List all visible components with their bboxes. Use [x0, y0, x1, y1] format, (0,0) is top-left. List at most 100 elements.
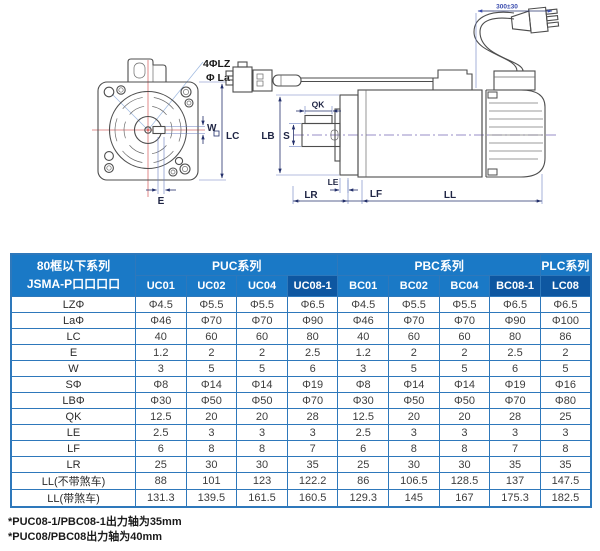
spec-value: 6 [489, 360, 541, 377]
spec-value: 2 [185, 344, 238, 361]
spec-value: Φ14 [388, 376, 440, 393]
model-column-header: UC02 [185, 275, 238, 297]
spec-value: 12.5 [135, 408, 187, 425]
spec-table-body: LZΦ Φ4.5 Φ5.5 Φ5.5 Φ6.5 Φ4.5 Φ5.5 Φ5.5 Φ6.5 Φ6.5 L… [10, 296, 592, 508]
spec-value: Φ5.5 [185, 296, 238, 313]
spec-row: SΦ Φ8 Φ14 Φ14 Φ19 Φ8 Φ14 Φ14 Φ19 Φ16 [10, 376, 592, 393]
spec-value: 3 [489, 424, 541, 441]
dimension-label: LC [10, 328, 136, 345]
spec-value: 8 [438, 440, 491, 457]
dimension-label: LaΦ [10, 312, 136, 329]
spec-value: 8 [185, 440, 238, 457]
side-dim-label-cable-length: 300±30 [496, 4, 518, 11]
front-label-bolt-holes: 4ΦLZ [203, 58, 231, 70]
spec-value: 3 [337, 360, 390, 377]
table-corner-header: 80框以下系列 JSMA-P口口口口 [10, 253, 136, 297]
front-dim-label-w: W [207, 123, 217, 134]
spec-row: LZΦ Φ4.5 Φ5.5 Φ5.5 Φ6.5 Φ4.5 Φ5.5 Φ5.5 Φ6.5 Φ6.5 [10, 296, 592, 313]
spec-value: 40 [337, 328, 390, 345]
series-group-header: PBC系列 [337, 253, 541, 276]
spec-value: 30 [185, 456, 238, 473]
spec-value: 2.5 [286, 344, 339, 361]
spec-row: LaΦ Φ46 Φ70 Φ70 Φ90 Φ46 Φ70 Φ70 Φ90 Φ100 [10, 312, 592, 329]
spec-value: Φ16 [539, 376, 592, 393]
dimension-label: LR [10, 456, 136, 473]
spec-value: Φ6.5 [539, 296, 592, 313]
spec-value: Φ50 [438, 392, 491, 409]
spec-value: 139.5 [185, 489, 238, 508]
side-dim-label-s: S [283, 131, 290, 142]
model-column-header: UC04 [236, 275, 288, 297]
spec-value: 5 [539, 360, 592, 377]
spec-value: 60 [388, 328, 440, 345]
spec-value: Φ50 [236, 392, 288, 409]
spec-value: Φ14 [438, 376, 491, 393]
spec-value: Φ8 [135, 376, 187, 393]
side-dim-label-qk: QK [312, 100, 326, 110]
spec-value: 25 [337, 456, 390, 473]
spec-value: 3 [236, 424, 288, 441]
front-dim-label-lc: LC [226, 131, 239, 142]
spec-value: 160.5 [286, 489, 339, 508]
spec-row: QK 12.5 20 20 28 12.5 20 20 28 25 [10, 408, 592, 425]
spec-value: 147.5 [539, 472, 592, 490]
spec-value: 167 [438, 489, 491, 508]
series-group-header: PUC系列 [134, 253, 339, 276]
spec-value: 3 [438, 424, 491, 441]
spec-value: Φ8 [337, 376, 390, 393]
encoder-connector-drawing [225, 61, 433, 93]
spec-value: Φ100 [539, 312, 592, 329]
spec-value: Φ19 [489, 376, 541, 393]
spec-row: LE 2.5 3 3 3 2.5 3 3 3 3 [10, 424, 592, 441]
side-dim-label-le: LE [328, 177, 339, 187]
spec-value: 122.2 [286, 472, 339, 490]
spec-value: 123 [236, 472, 288, 490]
spec-value: 20 [388, 408, 440, 425]
spec-value: 12.5 [337, 408, 390, 425]
spec-value: 182.5 [539, 489, 592, 508]
spec-value: Φ46 [135, 312, 187, 329]
spec-value: Φ5.5 [438, 296, 491, 313]
spec-row: LL(带煞车) 131.3 139.5 161.5 160.5 129.3 145 167 17… [10, 489, 592, 508]
spec-value: 5 [388, 360, 440, 377]
spec-value: Φ90 [489, 312, 541, 329]
spec-value: 8 [236, 440, 288, 457]
series-group-header: PLC系列 [539, 253, 592, 276]
spec-value: 20 [236, 408, 288, 425]
spec-value: 25 [135, 456, 187, 473]
dimension-label: E [10, 344, 136, 361]
front-view-drawing: LC W E 4ΦLZ Φ La [92, 58, 239, 207]
spec-value: Φ46 [337, 312, 390, 329]
side-dim-label-lb: LB [261, 131, 274, 142]
spec-value: 2.5 [135, 424, 187, 441]
spec-value: Φ30 [135, 392, 187, 409]
spec-row: LR 25 30 30 35 25 30 30 35 35 [10, 456, 592, 473]
spec-value: Φ30 [337, 392, 390, 409]
dimension-label: W [10, 360, 136, 377]
spec-value: 2 [388, 344, 440, 361]
spec-value: 30 [236, 456, 288, 473]
spec-value: 88 [135, 472, 187, 490]
spec-value: 1.2 [337, 344, 390, 361]
spec-value: Φ6.5 [286, 296, 339, 313]
spec-value: 129.3 [337, 489, 390, 508]
spec-value: Φ70 [388, 312, 440, 329]
spec-value: 101 [185, 472, 238, 490]
spec-value: 40 [135, 328, 187, 345]
spec-value: 5 [438, 360, 491, 377]
spec-value: 3 [286, 424, 339, 441]
spec-value: Φ70 [489, 392, 541, 409]
model-column-header: BC01 [337, 275, 390, 297]
spec-value: 20 [185, 408, 238, 425]
spec-value: 1.2 [135, 344, 187, 361]
model-column-header: BC08-1 [489, 275, 541, 297]
spec-value: 145 [388, 489, 440, 508]
dimension-label: LF [10, 440, 136, 457]
dimension-label: LZΦ [10, 296, 136, 313]
spec-row: LL(不带煞车) 88 101 123 122.2 86 106.5 128.5 137 147.… [10, 472, 592, 490]
spec-value: Φ70 [438, 312, 491, 329]
spec-value: 25 [539, 408, 592, 425]
spec-value: 3 [185, 424, 238, 441]
spec-value: 80 [286, 328, 339, 345]
spec-value: 60 [185, 328, 238, 345]
